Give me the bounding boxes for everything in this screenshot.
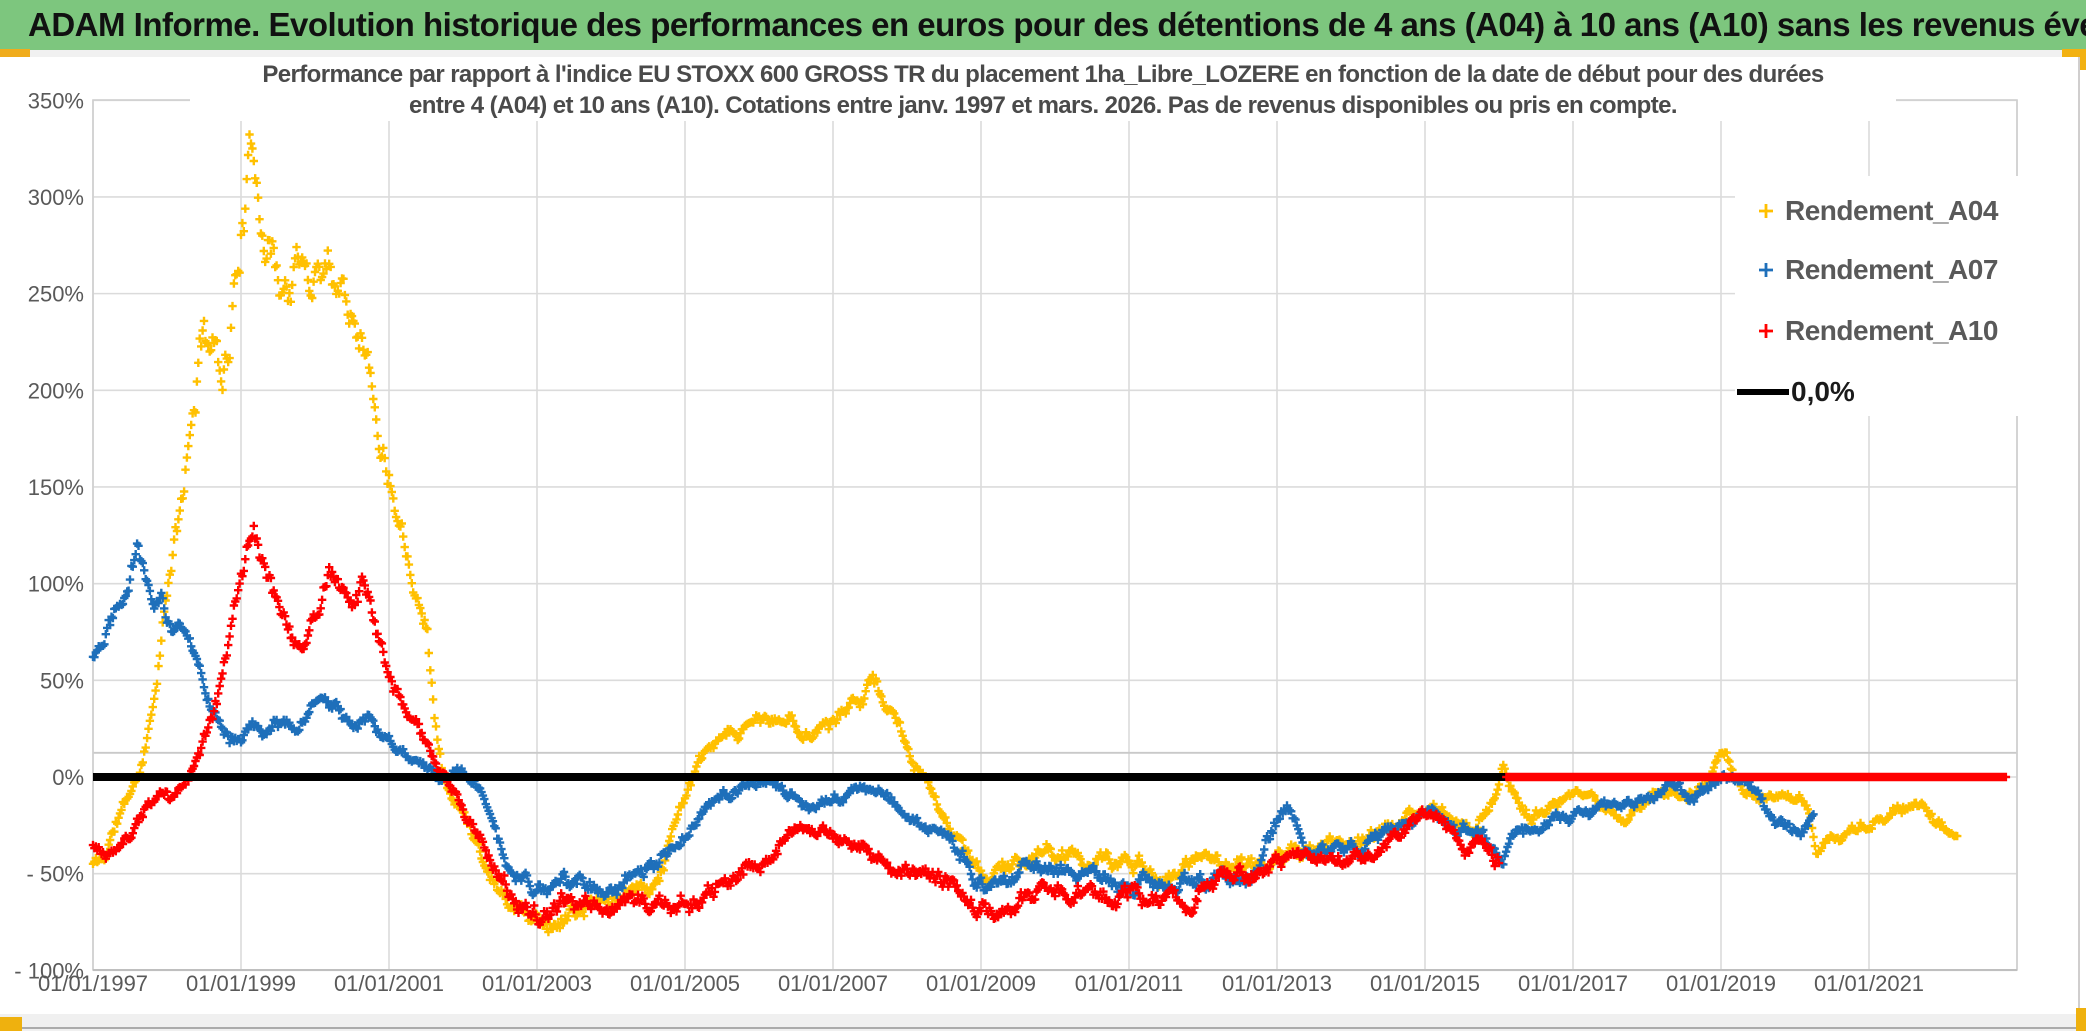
x-tick-label: 01/01/2001: [334, 971, 444, 996]
x-tick-label: 01/01/2013: [1222, 971, 1332, 996]
y-tick-label: 350%: [28, 88, 84, 113]
orange-cell-accent-bottom-right: [2076, 1008, 2086, 1031]
x-tick-label: 01/01/2017: [1518, 971, 1628, 996]
bottom-edge-line: [0, 1027, 2086, 1029]
top-strip: [0, 50, 2086, 58]
legend-item-rendement-a10[interactable]: Rendement_A10: [1735, 313, 2025, 349]
x-tick-label: 01/01/2003: [482, 971, 592, 996]
legend-label: Rendement_A04: [1785, 195, 1998, 226]
legend: Rendement_A04 Rendement_A07 Rendement_A1…: [1735, 176, 2025, 416]
chart-title: Performance par rapport à l'indice EU ST…: [190, 59, 1896, 121]
x-tick-label: 01/01/1999: [186, 971, 296, 996]
x-tick-label: 01/01/2019: [1666, 971, 1776, 996]
orange-cell-accent-top-left: [0, 49, 30, 58]
y-tick-label: 250%: [28, 282, 84, 307]
legend-item-zero-line[interactable]: 0,0%: [1735, 374, 2025, 410]
y-tick-label: 0%: [52, 765, 84, 790]
plus-marker-icon: [1759, 204, 1773, 218]
legend-item-rendement-a04[interactable]: Rendement_A04: [1735, 193, 2025, 229]
x-tick-label: 01/01/2009: [926, 971, 1036, 996]
y-tick-label: 50%: [40, 668, 84, 693]
series-rendement_a04: [88, 130, 1962, 937]
y-tick-label: 200%: [28, 378, 84, 403]
x-tick-label: 01/01/2011: [1075, 971, 1183, 996]
legend-item-rendement-a07[interactable]: Rendement_A07: [1735, 252, 2025, 288]
bottom-strip: [0, 1014, 2086, 1031]
chart-title-line1: Performance par rapport à l'indice EU ST…: [262, 61, 1824, 88]
y-tick-label: - 100%: [14, 958, 84, 983]
zero-line-swatch-icon: [1737, 389, 1789, 395]
series-rendement_a10: [88, 521, 1504, 929]
x-tick-label: 01/01/2015: [1370, 971, 1480, 996]
y-tick-label: 300%: [28, 185, 84, 210]
plus-marker-icon: [1759, 263, 1773, 277]
x-tick-label: 01/01/1997: [38, 971, 148, 996]
x-tick-label: 01/01/2007: [778, 971, 888, 996]
right-edge-line: [2078, 57, 2080, 1014]
legend-label: Rendement_A07: [1785, 254, 1998, 285]
legend-label: Rendement_A10: [1785, 315, 1998, 346]
plot-area[interactable]: [92, 99, 2018, 971]
a10-flat-zero-markers: [1502, 772, 2011, 782]
chart-title-line2: entre 4 (A04) et 10 ans (A10). Cotations…: [409, 92, 1678, 119]
banner-title: ADAM Informe. Evolution historique des p…: [28, 6, 2086, 43]
y-tick-label: 100%: [28, 572, 84, 597]
y-tick-label: - 50%: [27, 862, 84, 887]
legend-label: 0,0%: [1791, 376, 1855, 407]
x-tick-label: 01/01/2021: [1814, 971, 1924, 996]
x-tick-label: 01/01/2005: [630, 971, 740, 996]
y-tick-label: 150%: [28, 475, 84, 500]
plus-marker-icon: [1759, 324, 1773, 338]
banner: ADAM Informe. Evolution historique des p…: [0, 0, 2086, 50]
orange-cell-accent-bottom-left: [0, 1017, 22, 1031]
